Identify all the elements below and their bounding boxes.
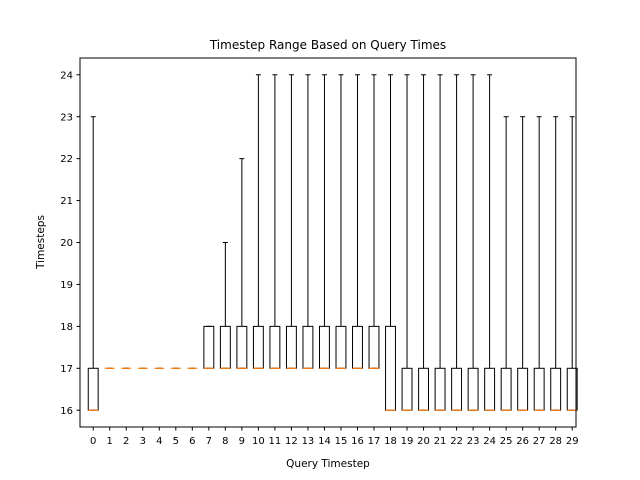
- x-tick-label: 2: [123, 436, 129, 447]
- box-8: [219, 242, 231, 369]
- x-tick-label: 23: [467, 436, 480, 447]
- box-0: [87, 116, 99, 411]
- x-tick-label: 14: [318, 436, 331, 447]
- box-27: [533, 116, 545, 411]
- box-22: [451, 74, 463, 411]
- x-tick-label: 25: [500, 436, 513, 447]
- y-tick-label: 19: [60, 280, 73, 291]
- box-17: [368, 74, 380, 369]
- x-tick-label: 24: [483, 436, 496, 447]
- x-tick-label: 27: [533, 436, 546, 447]
- box-14: [318, 74, 330, 369]
- x-axis-title: Query Timestep: [286, 458, 370, 470]
- y-axis: 16 17 18 19 20 21 22 23 24: [60, 70, 80, 417]
- box-20: [418, 74, 430, 411]
- y-axis-title: Timesteps: [35, 215, 47, 270]
- x-tick-label: 3: [140, 436, 146, 447]
- box-26: [517, 116, 529, 411]
- x-tick-label: 22: [450, 436, 463, 447]
- box-18: [385, 74, 396, 411]
- x-tick-label: 29: [566, 436, 579, 447]
- x-tick-label: 28: [549, 436, 562, 447]
- x-tick-label: 16: [351, 436, 364, 447]
- x-tick-label: 11: [269, 436, 282, 447]
- x-tick-label: 26: [516, 436, 529, 447]
- box-11: [269, 74, 281, 369]
- y-tick-label: 16: [60, 406, 73, 417]
- box-10: [252, 74, 264, 369]
- box-24: [484, 74, 496, 411]
- box-28: [550, 116, 562, 411]
- plot-area: [87, 74, 578, 411]
- box-21: [434, 74, 446, 411]
- chart-title: Timestep Range Based on Query Times: [209, 38, 446, 52]
- y-tick-label: 21: [60, 196, 73, 207]
- x-tick-label: 6: [189, 436, 195, 447]
- box-16: [352, 74, 363, 369]
- y-tick-label: 18: [60, 322, 73, 333]
- x-tick-label: 5: [173, 436, 179, 447]
- box-7: [203, 325, 215, 369]
- x-tick-label: 9: [239, 436, 245, 447]
- box-9: [236, 158, 248, 369]
- box-13: [302, 74, 314, 369]
- x-tick-label: 17: [368, 436, 381, 447]
- box-19: [401, 74, 413, 411]
- y-tick-label: 24: [60, 70, 73, 81]
- x-tick-label: 18: [384, 436, 397, 447]
- y-tick-label: 23: [60, 112, 73, 123]
- y-tick-label: 22: [60, 154, 73, 165]
- x-tick-label: 0: [90, 436, 96, 447]
- box-23: [467, 74, 479, 411]
- x-axis: 0 1 2 3 4 5 6 7 8 9 10 11 12 13 14 15 16 17 18 19 20 21 22 23 24…: [90, 427, 579, 447]
- x-tick-label: 8: [222, 436, 228, 447]
- x-tick-label: 20: [417, 436, 430, 447]
- x-tick-label: 4: [156, 436, 162, 447]
- y-tick-label: 20: [60, 238, 73, 249]
- x-tick-label: 15: [335, 436, 348, 447]
- x-tick-label: 12: [285, 436, 298, 447]
- x-tick-label: 21: [434, 436, 447, 447]
- x-tick-label: 7: [206, 436, 212, 447]
- x-tick-label: 19: [401, 436, 414, 447]
- box-12: [285, 74, 297, 369]
- x-tick-label: 10: [252, 436, 265, 447]
- box-15: [335, 74, 347, 369]
- box-25: [500, 116, 512, 411]
- y-tick-label: 17: [60, 364, 73, 375]
- x-tick-label: 13: [302, 436, 315, 447]
- x-tick-label: 1: [107, 436, 113, 447]
